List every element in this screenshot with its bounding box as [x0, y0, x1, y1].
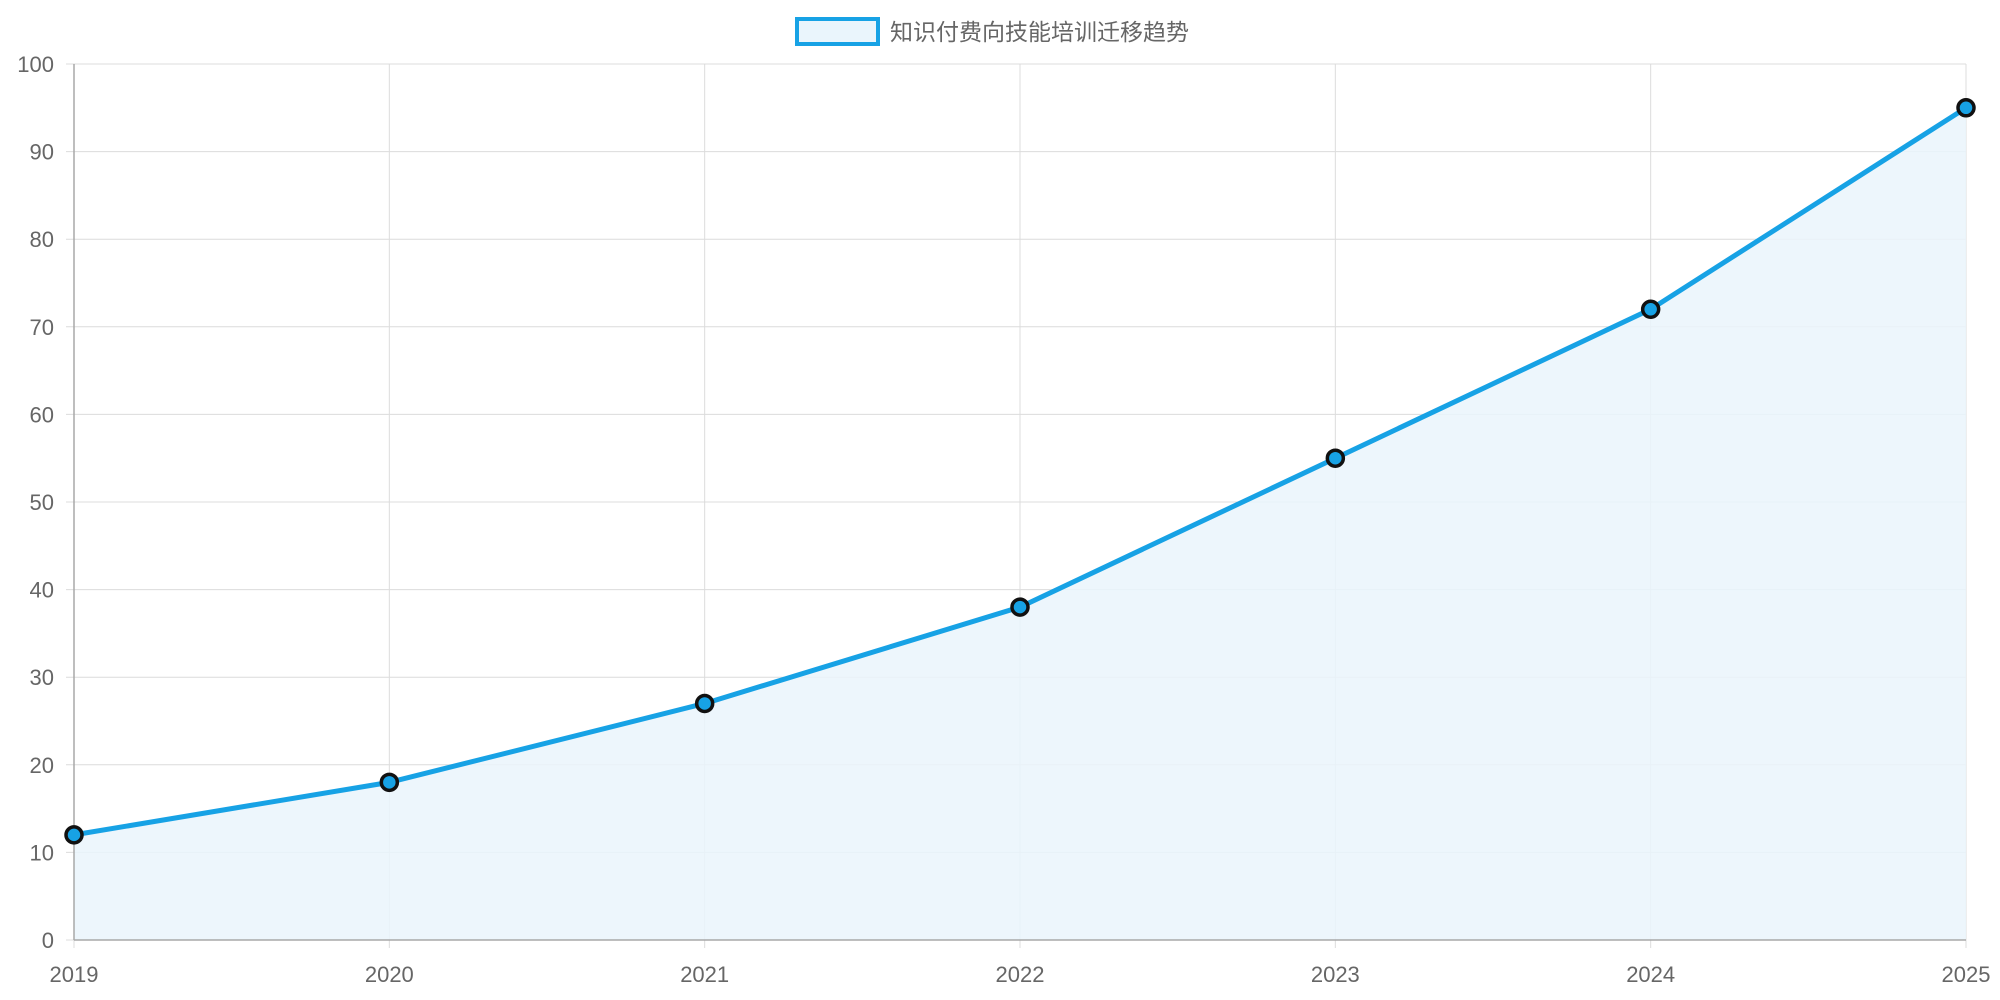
y-tick-label: 20 — [30, 753, 54, 778]
y-tick-label: 100 — [17, 52, 54, 77]
data-point[interactable] — [1640, 299, 1661, 320]
x-tick-label: 2025 — [1942, 962, 1991, 987]
y-tick-label: 90 — [30, 140, 54, 165]
y-tick-label: 80 — [30, 227, 54, 252]
legend[interactable]: 知识付费向技能培训迁移趋势 — [795, 17, 1189, 46]
y-tick-label: 10 — [30, 840, 54, 865]
area-fill-layer — [74, 107, 1966, 941]
tick-labels: 0 10 20 30 40 50 60 70 80 90 100 2019 2020 2021 2022 20… — [17, 52, 1990, 987]
data-point[interactable] — [1325, 448, 1346, 468]
y-tick-label: 30 — [30, 665, 54, 690]
x-tick-label: 2022 — [996, 962, 1045, 987]
data-point[interactable] — [1956, 98, 1976, 118]
series-area-fill — [74, 107, 1966, 941]
points-layer — [64, 98, 1976, 845]
data-point[interactable] — [64, 825, 84, 845]
x-tick-label: 2023 — [1311, 962, 1360, 987]
y-tick-label: 40 — [30, 578, 54, 603]
x-tick-label: 2021 — [680, 962, 729, 987]
data-point[interactable] — [379, 772, 400, 793]
data-point[interactable] — [1010, 597, 1030, 617]
data-point[interactable] — [694, 693, 715, 714]
legend-label[interactable]: 知识付费向技能培训迁移趋势 — [890, 20, 1189, 46]
y-tick-label: 0 — [42, 928, 54, 953]
legend-swatch[interactable] — [795, 17, 880, 46]
x-tick-label: 2019 — [50, 962, 99, 987]
axes — [73, 64, 1966, 941]
y-tick-label: 60 — [30, 402, 54, 427]
y-tick-label: 50 — [30, 490, 54, 515]
y-tick-label: 70 — [30, 315, 54, 340]
x-tick-label: 2024 — [1626, 962, 1675, 987]
x-tick-label: 2020 — [365, 962, 414, 987]
